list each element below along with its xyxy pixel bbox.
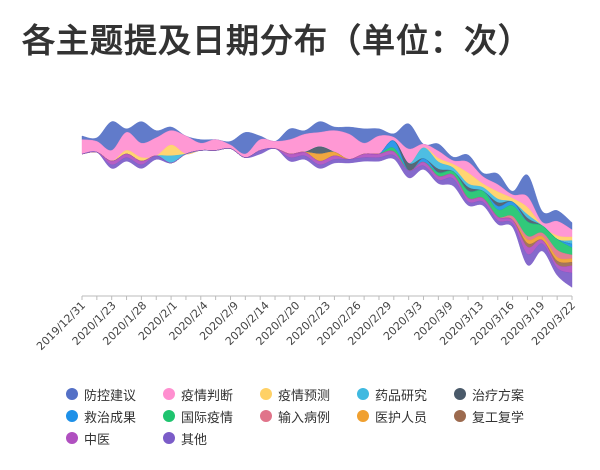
legend-swatch (454, 410, 466, 422)
chart-title: 各主题提及日期分布（单位：次） (22, 21, 532, 60)
legend-swatch (163, 410, 175, 422)
legend-label: 国际疫情 (181, 410, 234, 426)
legend-item[interactable]: 疫情判断 (163, 385, 260, 404)
legend-label: 治疗方案 (472, 388, 525, 404)
chart-legend: 防控建议 疫情判断 疫情预测 药品研究 治疗方案救治成果 国际疫情 输入病例 医护人员 复工复学… (66, 383, 586, 449)
legend-item[interactable]: 医护人员 (357, 407, 454, 426)
legend-swatch (260, 388, 272, 400)
legend-swatch (66, 410, 78, 422)
legend-label: 药品研究 (375, 388, 428, 404)
legend-swatch (66, 388, 78, 400)
legend-row: 中医 其他 (66, 427, 586, 449)
legend-item[interactable]: 复工复学 (454, 407, 551, 426)
legend-label: 复工复学 (472, 410, 525, 426)
legend-swatch (454, 388, 466, 400)
legend-item[interactable]: 中医 (66, 429, 163, 448)
stream-layer-12[interactable] (81, 147, 573, 288)
legend-label: 中医 (84, 432, 111, 448)
legend-label: 输入病例 (278, 410, 331, 426)
legend-label: 疫情判断 (181, 388, 234, 404)
legend-swatch (260, 410, 272, 422)
legend-swatch (357, 410, 369, 422)
legend-item[interactable]: 输入病例 (260, 407, 357, 426)
legend-label: 其他 (181, 432, 208, 448)
legend-label: 防控建议 (84, 388, 137, 404)
legend-item[interactable]: 防控建议 (66, 385, 163, 404)
legend-item[interactable]: 国际疫情 (163, 407, 260, 426)
legend-item[interactable]: 其他 (163, 429, 260, 448)
legend-row: 救治成果 国际疫情 输入病例 医护人员 复工复学 (66, 405, 586, 427)
legend-swatch (357, 388, 369, 400)
legend-swatch (163, 432, 175, 444)
legend-label: 医护人员 (375, 410, 428, 426)
legend-item[interactable]: 疫情预测 (260, 385, 357, 404)
legend-item[interactable]: 治疗方案 (454, 385, 551, 404)
legend-swatch (163, 388, 175, 400)
legend-item[interactable]: 药品研究 (357, 385, 454, 404)
legend-swatch (66, 432, 78, 444)
legend-item[interactable]: 救治成果 (66, 407, 163, 426)
legend-label: 救治成果 (84, 410, 137, 426)
legend-label: 疫情预测 (278, 388, 331, 404)
legend-row: 防控建议 疫情判断 疫情预测 药品研究 治疗方案 (66, 383, 586, 405)
